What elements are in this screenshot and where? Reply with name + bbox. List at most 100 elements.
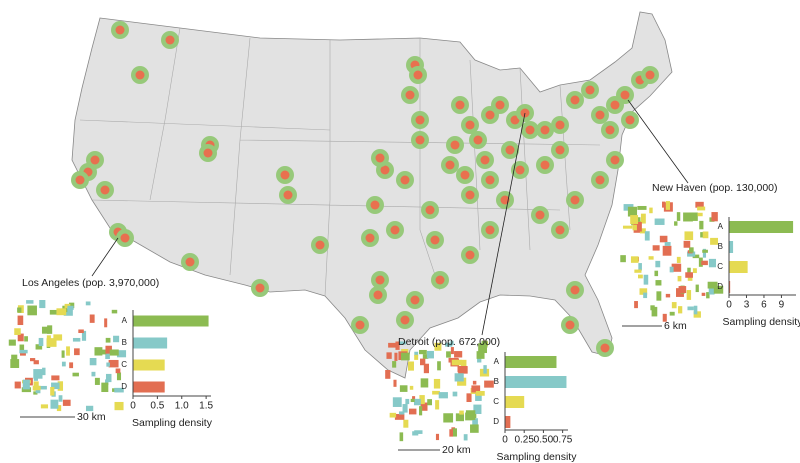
patch bbox=[455, 413, 465, 422]
category-label: B bbox=[122, 338, 127, 347]
site-core bbox=[555, 225, 565, 235]
patch bbox=[702, 248, 707, 258]
site-core bbox=[460, 170, 470, 180]
patch bbox=[115, 368, 121, 374]
bar bbox=[133, 315, 209, 327]
patch bbox=[686, 290, 692, 300]
patch bbox=[104, 318, 108, 328]
site-core bbox=[500, 195, 510, 205]
patch bbox=[39, 300, 46, 309]
site-core bbox=[425, 205, 435, 215]
patch bbox=[483, 365, 487, 374]
site-core bbox=[540, 125, 550, 135]
category-label: A bbox=[122, 316, 128, 325]
patch bbox=[651, 306, 658, 317]
patch bbox=[639, 228, 646, 234]
x-tick-label: 1.5 bbox=[199, 401, 213, 412]
x-tick-label: 0.50 bbox=[534, 435, 554, 446]
patch bbox=[450, 347, 454, 355]
patch bbox=[22, 379, 30, 390]
category-label: D bbox=[717, 282, 723, 291]
site-core bbox=[555, 145, 565, 155]
patch bbox=[407, 361, 414, 371]
patch bbox=[664, 242, 671, 246]
site-core bbox=[625, 115, 635, 125]
category-label: D bbox=[121, 382, 127, 391]
site-core bbox=[645, 70, 655, 80]
patch bbox=[94, 377, 100, 385]
patch bbox=[648, 256, 654, 260]
x-tick-label: 9 bbox=[779, 300, 785, 311]
patch bbox=[422, 354, 429, 359]
site-core bbox=[485, 225, 495, 235]
bar bbox=[133, 337, 168, 349]
patch bbox=[61, 350, 65, 358]
patch bbox=[685, 272, 693, 278]
patch bbox=[662, 245, 672, 256]
patch bbox=[398, 411, 405, 415]
patch bbox=[640, 213, 646, 224]
patch bbox=[401, 352, 410, 361]
patch bbox=[114, 387, 124, 393]
bar bbox=[505, 376, 567, 388]
patch bbox=[105, 379, 109, 385]
patch bbox=[8, 339, 16, 346]
patch bbox=[465, 410, 476, 420]
site-core bbox=[135, 70, 145, 80]
patch bbox=[637, 205, 647, 210]
patch bbox=[671, 302, 677, 309]
site-core bbox=[505, 145, 515, 155]
patch bbox=[475, 390, 485, 396]
patch bbox=[405, 398, 410, 405]
patch bbox=[27, 305, 37, 316]
inset-title: Detroit (pop. 672,000) bbox=[398, 336, 500, 348]
x-tick-label: 0 bbox=[130, 401, 136, 412]
patch bbox=[683, 240, 691, 248]
patch bbox=[644, 231, 650, 241]
patch bbox=[108, 359, 119, 368]
patch bbox=[72, 372, 79, 377]
patch bbox=[630, 256, 639, 263]
site-core bbox=[400, 315, 410, 325]
patch bbox=[91, 371, 96, 377]
patch bbox=[423, 363, 429, 374]
patch bbox=[49, 309, 57, 315]
patch bbox=[656, 291, 662, 301]
patch bbox=[695, 284, 699, 293]
patch bbox=[683, 212, 693, 222]
site-core bbox=[365, 233, 375, 243]
patch bbox=[393, 379, 397, 387]
patch bbox=[654, 270, 659, 277]
patch bbox=[643, 292, 648, 299]
patch bbox=[438, 392, 448, 399]
patch bbox=[432, 390, 440, 395]
site-core bbox=[315, 240, 325, 250]
site-core bbox=[620, 90, 630, 100]
patch bbox=[50, 386, 55, 396]
bar bbox=[133, 359, 165, 371]
patch bbox=[470, 424, 479, 433]
patch bbox=[674, 221, 678, 226]
site-core bbox=[525, 125, 535, 135]
patch bbox=[395, 341, 400, 350]
patch bbox=[50, 399, 59, 409]
patch bbox=[472, 418, 478, 427]
bar bbox=[505, 396, 525, 408]
x-axis-label: Sampling density bbox=[497, 451, 578, 463]
patch bbox=[652, 245, 660, 251]
scale-label: 30 km bbox=[77, 411, 106, 423]
patch bbox=[678, 286, 687, 294]
patch bbox=[105, 351, 110, 359]
patch bbox=[692, 254, 700, 259]
patch bbox=[643, 274, 649, 285]
x-tick-label: 0 bbox=[726, 300, 732, 311]
patch bbox=[454, 373, 464, 382]
patch bbox=[638, 274, 643, 279]
bar bbox=[505, 356, 557, 368]
patch bbox=[687, 267, 691, 273]
patch bbox=[708, 287, 715, 295]
patch bbox=[420, 402, 428, 411]
patch bbox=[63, 308, 73, 316]
patch bbox=[116, 372, 122, 381]
